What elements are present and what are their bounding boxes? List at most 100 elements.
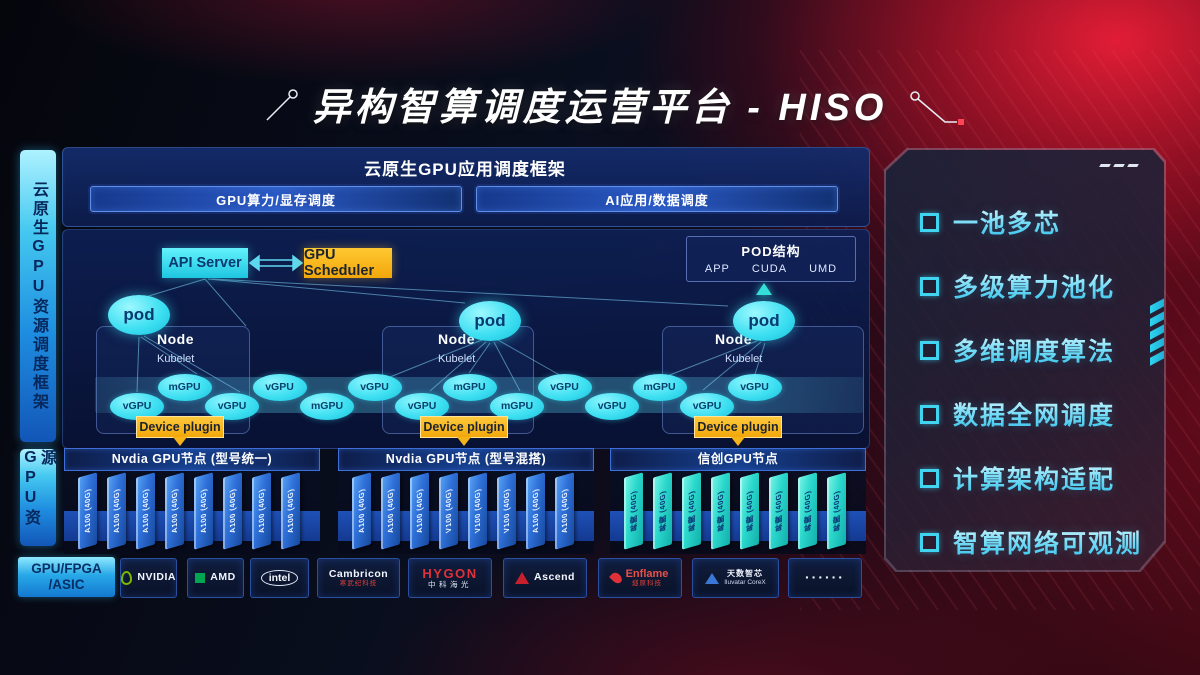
vendor-subname: Iluvatar CoreX <box>724 578 766 586</box>
feature-item: 智算网络可观测 <box>920 510 1142 570</box>
panel-dash-decor <box>1099 164 1139 167</box>
ai-app-data-label: AI应用/数据调度 <box>605 192 709 208</box>
pod-ellipse-3: pod <box>733 301 795 341</box>
vendor-cambricon: Cambricon 寒武纪科技 <box>317 558 400 598</box>
intel-logo-icon: intel <box>260 570 299 586</box>
vendor-subname: 寒武纪科技 <box>339 580 378 588</box>
kubelet-label: Kubelet <box>157 353 195 365</box>
feature-item: 一池多芯 <box>920 190 1142 254</box>
gpu-card: 昇腾 (40G) <box>711 472 730 550</box>
nvidia-logo-icon <box>121 571 133 585</box>
vendor-enflame: Enflame 燧原科技 <box>598 558 682 598</box>
vendor-name: 天数智芯 <box>726 569 763 579</box>
gpu-group-xinchuang: 信创GPU节点 昇腾 (40G) 昇腾 (40G) 昇腾 (40G) 昇腾 (40G)… <box>610 448 866 554</box>
square-bullet-icon <box>920 404 939 424</box>
gpu-card: A100 (40G) <box>107 472 126 550</box>
vendor-iluvatar: 天数智芯 Iluvatar CoreX <box>692 558 779 598</box>
feature-item: 多级算力池化 <box>920 254 1142 318</box>
vendor-name: ······ <box>805 569 845 586</box>
pod-to-podstructure-arrow-icon <box>756 283 772 295</box>
pod-ellipse-2: pod <box>459 301 521 341</box>
gpu-compute-memory-label: GPU算力/显存调度 <box>216 192 336 208</box>
features-list: 一池多芯多级算力池化多维调度算法 数据全网调度 计算架构适配 智算网络可观测 <box>920 190 1142 570</box>
vendor-name: AMD <box>210 571 236 584</box>
hardware-line-2: /ASIC <box>48 577 85 592</box>
gpu-card: A100 (40G) <box>381 472 400 550</box>
gpu-card: A100 (40G) <box>223 472 242 550</box>
gpu-group-title: Nvdia GPU节点 (型号混搭) <box>338 448 594 471</box>
gpu-card: A100 (40G) <box>281 472 300 550</box>
gpu-group-title: Nvdia GPU节点 (型号统一) <box>64 448 320 471</box>
gpu-card: V100 (40G) <box>439 472 458 550</box>
pod-label: pod <box>474 311 506 330</box>
sidebar-gpu-resource-bar: GPU资源 <box>20 449 56 546</box>
panel-stripe-decor <box>1150 294 1164 366</box>
gpu-card: 昇腾 (40G) <box>827 472 846 550</box>
gpu-ellipse-vgpu: vGPU <box>537 373 592 401</box>
gpu-ellipse-mgpu: mGPU <box>632 373 687 401</box>
gpu-card: A100 (40G) <box>352 472 371 550</box>
vendor-name: Ascend <box>534 571 575 584</box>
gpu-ellipse-mgpu: mGPU <box>442 373 497 401</box>
api-server-box: API Server <box>162 248 248 278</box>
gpu-card: A100 (40G) <box>165 472 184 550</box>
square-bullet-icon <box>920 532 939 552</box>
pod-ellipse-1: pod <box>108 295 170 335</box>
pod-structure-umd: UMD <box>809 263 838 275</box>
iluvatar-logo-icon <box>705 572 720 584</box>
gpu-ellipse-vgpu: vGPU <box>680 392 734 420</box>
vendor-nvidia: NVIDIA <box>120 558 177 598</box>
page-title: 异构智算调度运营平台 - HISO <box>312 87 888 129</box>
pod-structure-box: POD结构 APP CUDA UMD <box>686 236 856 282</box>
sidebar-hardware-box: GPU/FPGA /ASIC <box>18 557 115 597</box>
ai-app-data-bar: AI应用/数据调度 <box>476 186 838 212</box>
gpu-card: V100 (40G) <box>468 472 487 550</box>
node-label: Node <box>157 331 194 347</box>
vendor-hygon: HYGON 中科海光 <box>408 558 492 598</box>
kubelet-label: Kubelet <box>438 353 476 365</box>
square-bullet-icon <box>920 468 939 488</box>
gpu-card: 昇腾 (40G) <box>769 472 788 550</box>
features-panel-inner: 一池多芯多级算力池化多维调度算法 数据全网调度 计算架构适配 智算网络可观测 <box>886 150 1164 570</box>
pod-label: pod <box>748 311 780 330</box>
gpu-card: A100 (40G) <box>555 472 574 550</box>
gpu-card: A100 (40G) <box>194 472 213 550</box>
app-framework-title: 云原生GPU应用调度框架 <box>364 160 566 179</box>
square-bullet-icon <box>920 276 939 296</box>
gpu-group-uniform: Nvdia GPU节点 (型号统一) A100 (40G) A100 (40G) A… <box>64 448 320 554</box>
gpu-ellipse-mgpu: mGPU <box>490 392 544 420</box>
feature-item: 数据全网调度 <box>920 382 1142 446</box>
gpu-ellipse-mgpu: mGPU <box>157 373 212 401</box>
pod-structure-cuda: CUDA <box>751 263 788 275</box>
feature-label: 计算架构适配 <box>953 460 1115 496</box>
gpu-card: 昇腾 (40G) <box>624 472 643 550</box>
device-plugin-1: Device plugin <box>136 416 224 446</box>
kubelet-label: Kubelet <box>725 353 763 365</box>
gpu-group-mixed: Nvdia GPU节点 (型号混搭) A100 (40G) A100 (40G) A… <box>338 448 594 554</box>
enflame-logo-icon <box>608 570 624 586</box>
pod-structure-app: APP <box>704 263 730 275</box>
gpu-group-title: 信创GPU节点 <box>610 448 866 471</box>
vendor-amd: AMD <box>187 558 244 598</box>
vendor-intel: intel <box>250 558 309 598</box>
feature-label: 多维调度算法 <box>953 332 1115 368</box>
vendor-subname: 燧原科技 <box>631 580 662 588</box>
gpu-ellipse-vgpu: vGPU <box>205 392 259 420</box>
gpu-scheduler-box: GPU Scheduler <box>304 247 392 279</box>
pod-structure-title: POD结构 <box>741 244 801 259</box>
feature-label: 一池多芯 <box>953 204 1061 240</box>
gpu-card: 昇腾 (40G) <box>653 472 672 550</box>
gpu-ellipse-vgpu: vGPU <box>585 392 639 420</box>
gpu-ellipse-vgpu: vGPU <box>252 373 307 401</box>
vendor-ascend: Ascend <box>503 558 587 598</box>
gpu-card: A100 (40G) <box>410 472 429 550</box>
feature-label: 智算网络可观测 <box>953 524 1142 560</box>
gpu-group-band <box>338 511 594 541</box>
gpu-ellipse-vgpu: vGPU <box>395 392 449 420</box>
sidebar-gpu-resource-label: GPU资源 <box>22 449 55 528</box>
square-bullet-icon <box>920 212 939 232</box>
vendor-name: NVIDIA <box>137 571 176 584</box>
gpu-ellipse-vgpu: vGPU <box>110 392 164 420</box>
feature-label: 数据全网调度 <box>953 396 1115 432</box>
